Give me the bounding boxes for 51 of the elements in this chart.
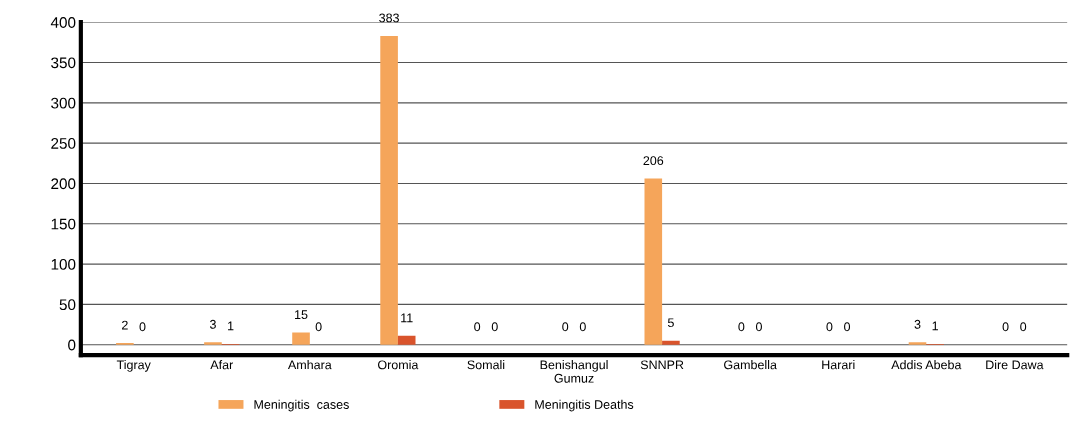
x-tick-label: Oromia (378, 360, 419, 370)
x-tick-label: Addis Abeba (891, 360, 962, 370)
bar (292, 332, 310, 345)
bar (644, 178, 663, 345)
data-label: 0 (579, 322, 586, 332)
data-label: 383 (379, 13, 399, 23)
x-tick-label: SNNPR (640, 360, 684, 370)
x-tick-label: Gambella (724, 360, 777, 370)
y-tick-label: 100 (51, 258, 76, 270)
data-label: 0 (491, 322, 498, 332)
legend-label: Meningitis Deaths (535, 399, 634, 412)
y-tick-label: 300 (51, 97, 76, 109)
bar (662, 340, 680, 345)
x-tick-label: Somali (467, 360, 505, 370)
bar (908, 342, 927, 345)
bar (380, 35, 398, 345)
data-label: 5 (667, 318, 674, 328)
data-label: 11 (401, 313, 413, 323)
y-tick-label: 400 (50, 17, 76, 28)
data-label: 0 (474, 322, 481, 332)
data-label: 1 (932, 321, 938, 331)
data-label: 0 (738, 322, 745, 332)
y-tick-label: 50 (59, 299, 76, 311)
data-label: 2 (122, 320, 128, 330)
bar (397, 335, 416, 345)
y-tick-label: 200 (51, 178, 76, 190)
y-tick-label: 150 (51, 218, 76, 230)
data-label: 0 (1020, 322, 1027, 332)
x-tick-label: Afar (210, 360, 234, 370)
data-label: 0 (826, 322, 833, 332)
data-label: 0 (844, 322, 851, 332)
y-tick-label: 0 (68, 339, 76, 351)
legend-label: Meningitis cases (254, 399, 349, 412)
data-label: 15 (295, 310, 308, 320)
y-tick-label: 250 (51, 138, 76, 149)
x-tick-label: Amhara (287, 360, 332, 370)
x-tick-label: Dire Dawa (986, 360, 1044, 370)
x-tick-label: Harari (822, 360, 855, 370)
data-label: 0 (755, 322, 762, 332)
y-tick-label: 350 (51, 57, 76, 69)
data-label: 3 (914, 319, 921, 329)
data-label: 3 (209, 319, 216, 329)
x-tick-label: Benishangul Gumuz (540, 360, 608, 383)
data-label: 0 (562, 322, 569, 332)
x-tick-label: Tigray (116, 360, 151, 372)
data-label: 0 (1002, 322, 1009, 332)
bar (204, 342, 222, 345)
data-label: 0 (315, 322, 322, 332)
data-label: 1 (228, 321, 234, 331)
data-label: 206 (643, 156, 664, 166)
data-label: 0 (139, 322, 146, 332)
